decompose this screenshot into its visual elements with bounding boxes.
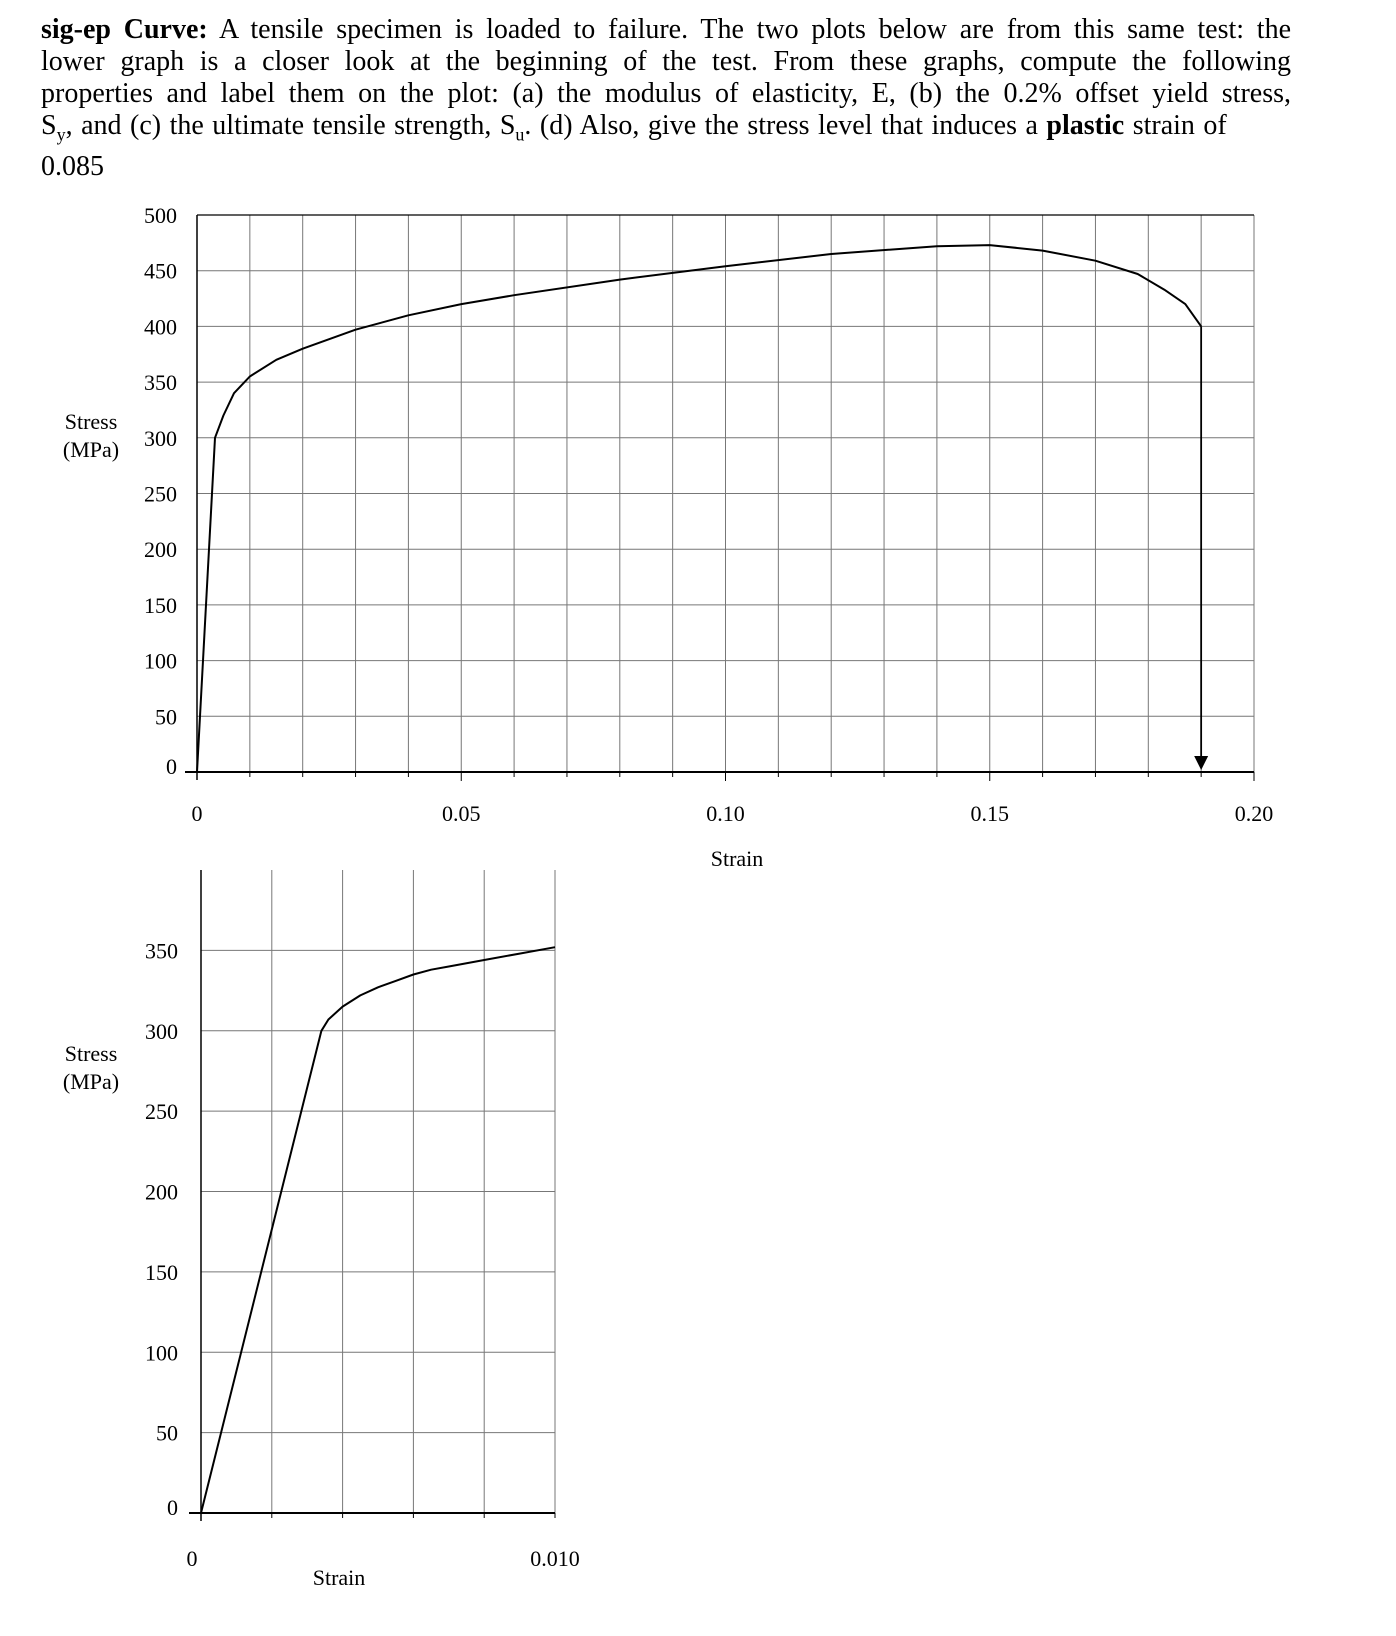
- stress-strain-curve: [196, 244, 1203, 773]
- problem-line-4: Sy, and (c) the ultimate tensile strengt…: [41, 110, 1291, 151]
- plastic-emphasis: plastic: [1046, 110, 1125, 141]
- y-tick-label: 300: [145, 1019, 178, 1044]
- y-tick-label: 300: [144, 426, 177, 451]
- x-tick-label: 0.20: [1235, 801, 1274, 826]
- y-tick-label: 400: [144, 314, 177, 339]
- y-tick-label: 0: [166, 754, 177, 779]
- problem-line-2: lower graph is a closer look at the begi…: [41, 46, 1291, 77]
- y-tick-label: 50: [156, 1421, 178, 1446]
- main-stress-strain-chart: Stress (MPa) Strain 0 50 100 150 200 250 300 35…: [63, 203, 1273, 871]
- y-tick-label: 500: [144, 203, 177, 228]
- y-tick-label: 0: [167, 1495, 178, 1520]
- zoomed-stress-strain-chart: Stress (MPa) Strain 0 50 100 150 200 250 300 35…: [63, 870, 580, 1590]
- y-tick-label: 100: [144, 649, 177, 674]
- problem-line-4-text-3: strain of: [1124, 110, 1227, 141]
- x-tick-label: 0.010: [530, 1546, 580, 1571]
- y-tick-label: 350: [144, 370, 177, 395]
- sy-symbol: S: [41, 110, 57, 141]
- problem-line-1: sig-ep Curve: A tensile specimen is load…: [41, 14, 1291, 46]
- y-tick-label: 250: [144, 482, 177, 507]
- y-tick-label: 50: [155, 704, 177, 729]
- fracture-arrowhead: [1194, 756, 1209, 770]
- y-axis-title-line-2: (MPa): [63, 437, 119, 462]
- problem-statement: sig-ep Curve: A tensile specimen is load…: [41, 14, 1291, 183]
- y-tick-label: 200: [144, 537, 177, 562]
- problem-line-4-text-2: . (d) Also, give the stress level that i…: [524, 110, 1047, 141]
- stress-strain-curve: [200, 946, 556, 1514]
- sy-subscript: y: [56, 124, 66, 145]
- y-tick-label: 200: [145, 1180, 178, 1205]
- x-tick-label: 0.15: [971, 801, 1010, 826]
- x-tick-label: 0: [187, 1546, 198, 1571]
- y-tick-label: 150: [144, 593, 177, 618]
- su-subscript: u: [515, 124, 525, 145]
- x-tick-label: 0.05: [442, 801, 481, 826]
- problem-line-4-text: , and (c) the ultimate tensile strength,…: [65, 110, 516, 141]
- x-axis-title: Strain: [711, 846, 764, 871]
- y-tick-label: 150: [145, 1260, 178, 1285]
- problem-title: sig-ep Curve:: [41, 14, 208, 45]
- y-tick-label: 100: [145, 1340, 178, 1365]
- zoom-y-axis-title-line-2: (MPa): [63, 1069, 119, 1094]
- problem-sentence-1: A tensile specimen is loaded to failure.…: [218, 14, 1291, 45]
- y-tick-label: 350: [145, 938, 178, 963]
- zoom-x-axis-title: Strain: [313, 1565, 366, 1590]
- y-tick-label: 250: [145, 1099, 178, 1124]
- y-axis-title-line-1: Stress: [65, 409, 118, 434]
- problem-line-3: properties and label them on the plot: (…: [41, 78, 1291, 109]
- y-tick-label: 450: [144, 259, 177, 284]
- problem-line-5: 0.085: [41, 150, 104, 182]
- x-tick-label: 0: [192, 801, 203, 826]
- x-tick-label: 0.10: [706, 801, 745, 826]
- zoom-y-axis-title-line-1: Stress: [65, 1041, 118, 1066]
